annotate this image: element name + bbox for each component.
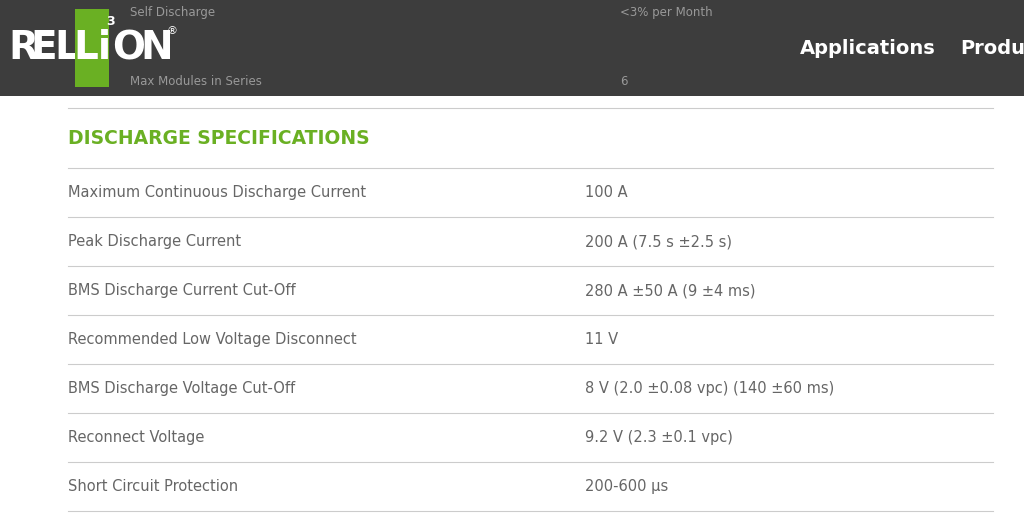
Text: E: E bbox=[30, 29, 56, 67]
Text: Recommended Low Voltage Disconnect: Recommended Low Voltage Disconnect bbox=[68, 332, 356, 347]
Text: Short Circuit Protection: Short Circuit Protection bbox=[68, 479, 239, 494]
Text: O: O bbox=[112, 29, 145, 67]
Text: BMS Discharge Current Cut-Off: BMS Discharge Current Cut-Off bbox=[68, 283, 296, 298]
Text: Maximum Continuous Discharge Current: Maximum Continuous Discharge Current bbox=[68, 185, 367, 200]
Text: Li: Li bbox=[73, 29, 111, 67]
Text: 6: 6 bbox=[620, 75, 628, 88]
Text: N: N bbox=[140, 29, 173, 67]
Text: 8 V (2.0 ±0.08 vpc) (140 ±60 ms): 8 V (2.0 ±0.08 vpc) (140 ±60 ms) bbox=[585, 381, 835, 396]
Text: 280 A ±50 A (9 ±4 ms): 280 A ±50 A (9 ±4 ms) bbox=[585, 283, 756, 298]
Text: DISCHARGE SPECIFICATIONS: DISCHARGE SPECIFICATIONS bbox=[68, 129, 370, 147]
Text: Reconnect Voltage: Reconnect Voltage bbox=[68, 430, 205, 445]
Text: 9.2 V (2.3 ±0.1 vpc): 9.2 V (2.3 ±0.1 vpc) bbox=[585, 430, 733, 445]
Text: BMS Discharge Voltage Cut-Off: BMS Discharge Voltage Cut-Off bbox=[68, 381, 295, 396]
Text: 200 A (7.5 s ±2.5 s): 200 A (7.5 s ±2.5 s) bbox=[585, 234, 732, 249]
Text: 3: 3 bbox=[106, 16, 115, 29]
Text: Max Modules in Series: Max Modules in Series bbox=[130, 75, 262, 88]
Text: 11 V: 11 V bbox=[585, 332, 618, 347]
Bar bbox=[75, 9, 109, 87]
Text: 100 A: 100 A bbox=[585, 185, 628, 200]
Text: Self Discharge: Self Discharge bbox=[130, 6, 215, 19]
Text: Produ: Produ bbox=[961, 38, 1024, 58]
Text: R: R bbox=[8, 29, 38, 67]
Text: <3% per Month: <3% per Month bbox=[620, 6, 713, 19]
Text: 200-600 μs: 200-600 μs bbox=[585, 479, 669, 494]
Text: Peak Discharge Current: Peak Discharge Current bbox=[68, 234, 241, 249]
Text: Applications: Applications bbox=[800, 38, 936, 58]
Text: ®: ® bbox=[166, 26, 177, 36]
Text: L: L bbox=[54, 29, 79, 67]
